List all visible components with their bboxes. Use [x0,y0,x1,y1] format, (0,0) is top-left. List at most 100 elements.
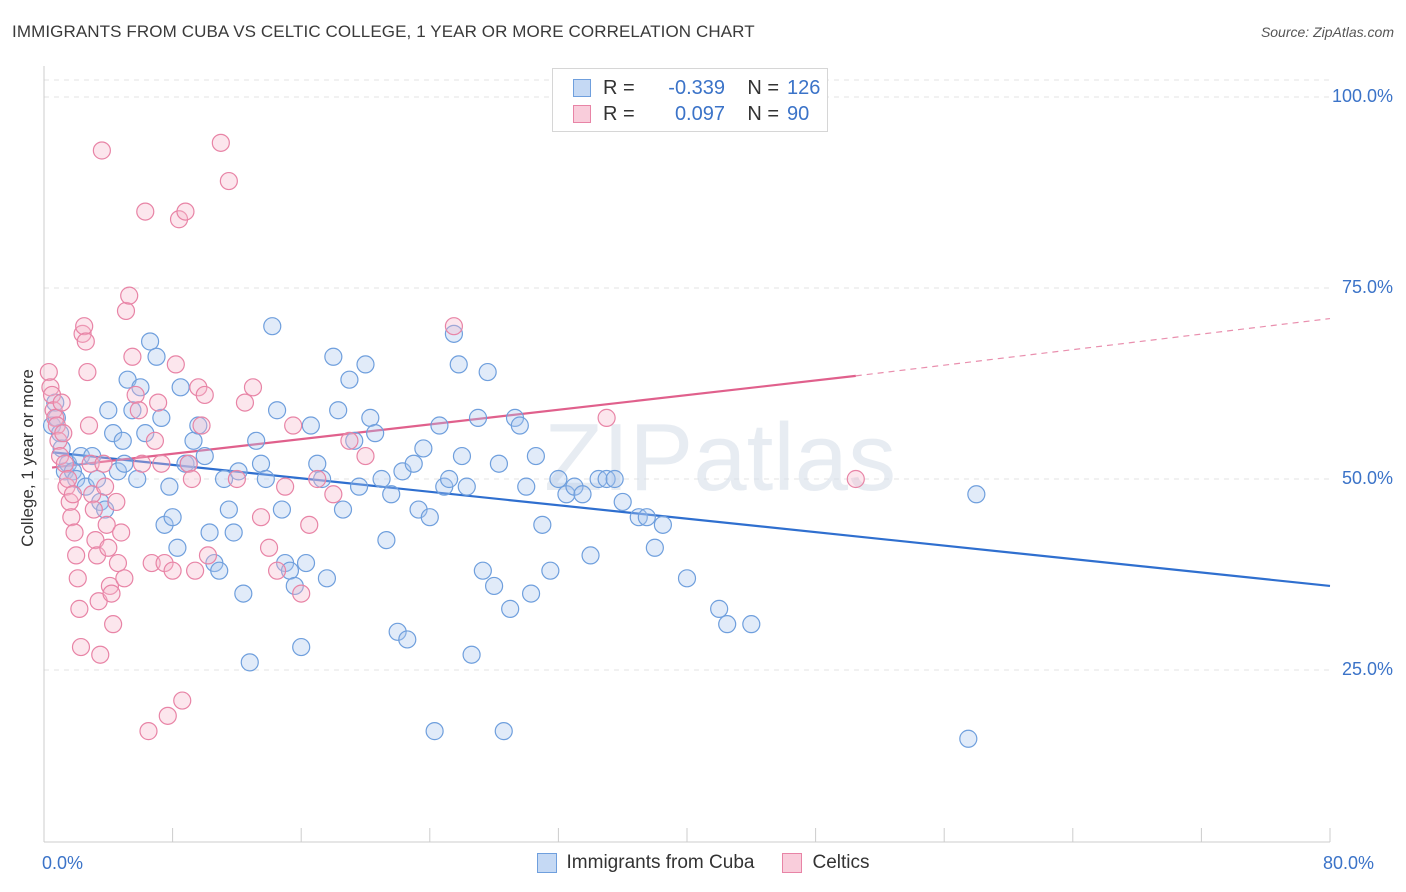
point-celtics [300,515,319,534]
point-celtics [276,477,295,496]
point-cuba [214,469,234,489]
trend-lines [51,317,1331,588]
point-cuba [645,538,664,557]
legend-n-label: N = [747,102,779,125]
point-cuba [247,431,266,450]
series-name-celtics: Celtics [812,852,870,873]
point-celtics [46,408,65,427]
point-cuba [521,584,541,603]
point-cuba [349,477,369,496]
point-celtics [149,393,168,412]
series-name-cuba: Immigrants from Cuba [566,852,755,873]
point-cuba [573,485,592,504]
point-celtics [112,523,131,542]
point-cuba [510,416,529,435]
point-cuba [324,347,343,366]
point-cuba [452,446,472,466]
point-cuba [449,355,468,374]
point-celtics [59,469,78,489]
point-celtics [67,546,86,565]
point-cuba [959,729,978,748]
point-celtics [47,416,66,435]
point-cuba [382,485,401,504]
point-celtics [173,691,192,710]
point-cuba [140,332,160,351]
point-cuba [485,576,504,596]
point-cuba [184,431,203,450]
point-celtics [132,454,152,473]
point-celtics [292,584,311,603]
point-celtics [94,454,113,473]
point-cuba [296,553,316,573]
point-cuba [653,515,672,534]
point-cuba [234,584,253,603]
point-celtics [95,477,115,496]
point-cuba [123,401,142,420]
point-celtics [91,645,110,664]
point-cuba [473,561,492,580]
point-cuba [160,477,179,496]
legend-row-celtics: R = 0.097 N = 90 [573,102,827,126]
point-celtics [115,569,134,588]
x-tick-label-max: 80.0% [1323,853,1375,873]
point-cuba [251,454,271,473]
point-celtics [108,553,128,573]
point-cuba [195,446,214,466]
point-celtics [75,317,94,336]
point-celtics [107,492,126,512]
point-cuba [414,439,433,458]
point-cuba [398,630,417,649]
point-cuba [163,508,182,527]
series-legend-cuba[interactable]: Immigrants from Cuba [536,852,755,874]
point-celtics [78,362,97,382]
y-axis-label: College, 1 year or more [18,369,37,547]
point-cuba [439,469,459,489]
point-celtics [62,508,81,527]
point-cuba [345,431,364,450]
point-cuba [967,485,986,504]
point-celtics [126,385,145,405]
point-cuba [356,355,375,374]
point-celtics [340,431,359,450]
point-celtics [158,706,177,725]
point-celtics [597,408,616,427]
point-cuba [605,469,624,489]
point-cuba [526,446,545,466]
point-cuba [718,615,737,634]
point-cuba [200,523,219,542]
point-cuba [517,477,536,496]
point-cuba [404,454,423,473]
point-cuba [425,722,444,741]
point-celtics [251,508,271,527]
point-celtics [356,446,375,466]
point-cuba [292,637,311,657]
legend-r-label: R = [603,76,635,99]
point-celtics [219,171,238,191]
point-celtics [139,722,158,741]
y-tick-label-75: 75.0% [1341,277,1393,297]
point-cuba [104,424,123,443]
point-cuba [361,408,380,427]
series-legend-celtics[interactable]: Celtics [782,852,869,874]
point-celtics [81,454,100,473]
point-celtics [267,561,287,580]
point-cuba [219,500,238,519]
point-cuba [267,401,287,420]
point-cuba [272,500,292,519]
point-cuba [420,508,439,527]
point-cuba [444,324,464,343]
legend-swatch-cuba [573,79,591,97]
point-celtics [145,431,165,450]
point-cuba [462,645,481,664]
x-tick-label-min: 0.0% [42,853,84,873]
point-cuba [301,416,320,435]
legend-r-value-celtics: 0.097 [674,102,725,125]
point-celtics [41,378,60,397]
point-celtics [84,500,103,519]
point-celtics [136,202,155,221]
point-celtics [444,317,464,336]
point-cuba [224,523,243,542]
point-celtics [97,515,116,534]
point-celtics [65,523,84,542]
series-swatch-cuba [536,853,557,873]
